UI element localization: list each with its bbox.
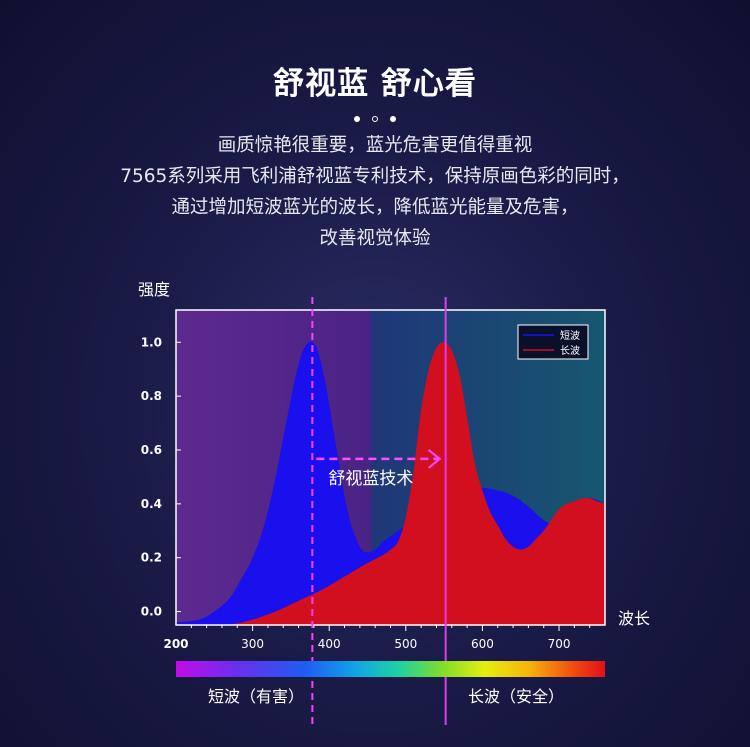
spectrum-bar [176,661,605,677]
x-tick-label: 500 [394,637,417,651]
dot-filled [354,115,360,122]
series-long-wave-area [229,342,605,625]
short-wave-harmful-label: 短波（有害） [208,687,305,706]
y-tick-label: 0.8 [141,389,162,403]
legend: 短波 长波 [517,324,589,360]
x-tick-label: 400 [318,637,341,651]
description-line-3: 通过增加短波蓝光的波长，降低蓝光能量及危害， [171,197,579,218]
x-tick-label: 600 [471,637,494,651]
x-axis-ticks: 200 300 400 500 600 700 [163,625,591,651]
long-wave-safe-label: 长波（安全） [468,687,565,706]
x-tick-label: 200 [163,637,188,651]
description: 画质惊艳很重要，蓝光危害更值得重视 7565系列采用飞利浦舒视蓝专利技术，保持原… [0,130,750,254]
y-tick-label: 0.6 [141,443,162,457]
technology-annotation: 舒视蓝技术 [328,469,413,489]
x-tick-label: 700 [548,637,571,651]
legend-long-wave-label: 长波 [560,344,580,357]
description-line-2: 7565系列采用飞利浦舒视蓝专利技术，保持原画色彩的同时， [120,166,630,187]
description-line-1: 画质惊艳很重要，蓝光危害更值得重视 [217,135,533,156]
dot-filled [390,115,396,122]
page-title: 舒视蓝 舒心看 [273,66,477,102]
x-tick-label: 300 [241,637,264,651]
y-tick-label: 0.4 [141,497,162,511]
y-tick-label: 0.2 [141,551,162,565]
dot-hollow [372,115,378,122]
description-line-4: 改善视觉体验 [319,228,431,249]
x-axis-label: 波长 [618,609,650,628]
y-tick-label: 0.0 [141,605,162,619]
legend-short-wave-label: 短波 [560,329,580,342]
legend-box [517,324,589,360]
y-axis-label: 强度 [138,280,170,299]
y-axis-ticks: 0.0 0.2 0.4 0.6 0.8 1.0 [141,335,181,619]
pagination-dots [0,108,750,127]
y-tick-label: 1.0 [141,335,162,349]
